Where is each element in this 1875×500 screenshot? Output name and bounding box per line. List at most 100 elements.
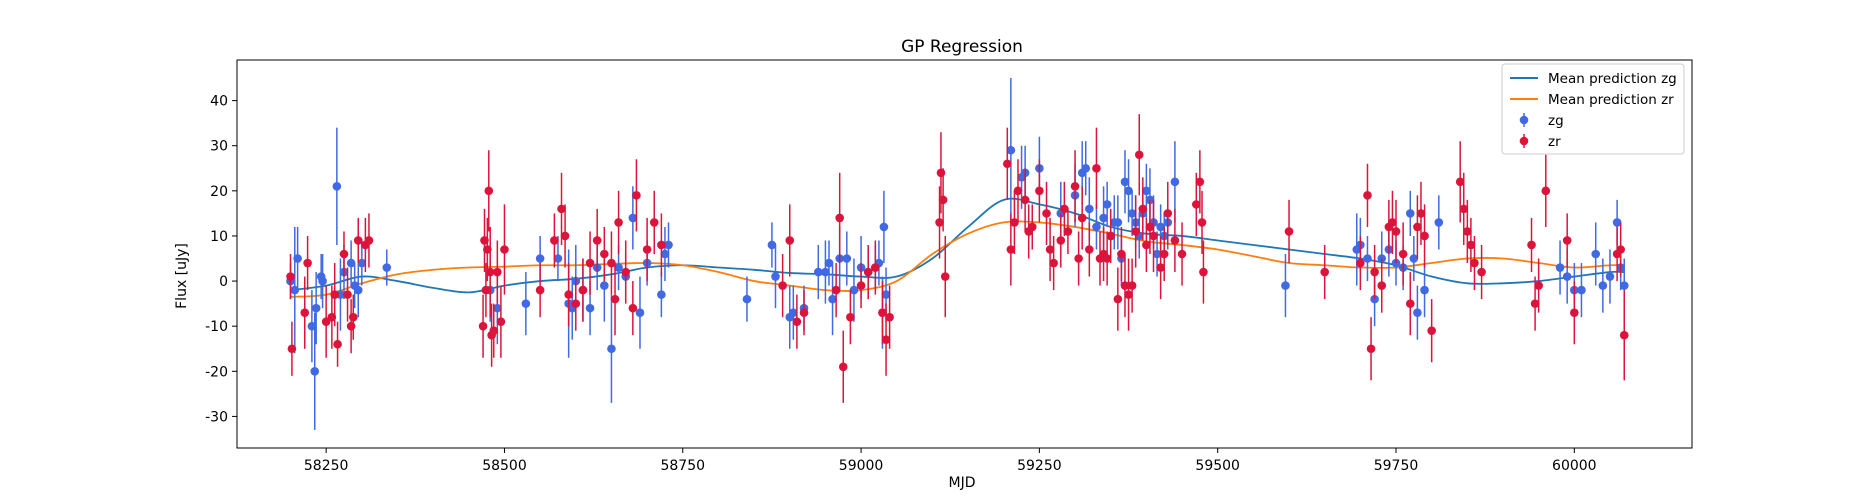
data-point-zr <box>1170 236 1180 245</box>
data-point-zg <box>1409 254 1419 263</box>
data-point-zg <box>1152 249 1162 259</box>
data-point-zr <box>339 249 349 259</box>
y-tick-label: -10 <box>205 319 228 335</box>
data-point-zr <box>1045 245 1055 254</box>
data-point-zr <box>1092 163 1101 173</box>
x-axis-label: MJD <box>949 475 976 491</box>
data-point-zr <box>303 258 312 268</box>
data-point-zg <box>842 254 852 263</box>
data-point-zg <box>521 299 531 308</box>
data-point-zr <box>1117 249 1126 259</box>
data-point-zr <box>353 236 363 245</box>
data-point-zr <box>1013 186 1023 196</box>
legend-label-mean-zr: Mean prediction zr <box>1548 92 1674 108</box>
data-point-zr <box>838 362 848 372</box>
data-point-zg <box>1142 186 1151 196</box>
data-point-zg <box>1420 285 1429 295</box>
legend-swatch-zr <box>1519 134 1529 148</box>
data-point-zr <box>535 285 545 295</box>
data-point-zg <box>1006 145 1016 155</box>
data-point-zr <box>343 290 352 299</box>
data-point-zr <box>632 191 641 200</box>
data-point-zr <box>1056 236 1066 245</box>
data-point-zr <box>1106 231 1116 241</box>
plot-area <box>237 60 1692 448</box>
x-tick-label: 59750 <box>1374 458 1419 474</box>
data-point-zg <box>553 254 563 263</box>
data-point-zg <box>614 263 623 272</box>
data-point-zg <box>1120 177 1130 187</box>
data-point-zr <box>1199 267 1208 277</box>
data-point-zr <box>1085 245 1094 254</box>
data-point-zr <box>300 308 310 317</box>
data-point-zg <box>310 367 320 376</box>
data-point-zr <box>607 258 616 268</box>
data-point-zr <box>1463 227 1472 236</box>
data-point-zr <box>1149 231 1158 241</box>
data-point-zr <box>778 281 787 290</box>
data-point-zr <box>1131 227 1140 236</box>
data-point-zr <box>1363 191 1372 200</box>
data-point-zr <box>1527 240 1536 250</box>
data-point-zr <box>1042 209 1051 218</box>
data-point-zr <box>610 294 620 304</box>
x-tick-label: 58750 <box>660 458 705 474</box>
data-point-zr <box>1562 236 1572 245</box>
data-point-zr <box>1060 204 1069 214</box>
data-point-zr <box>1049 258 1058 268</box>
data-point-zr <box>785 236 795 245</box>
data-point-zr <box>846 312 855 322</box>
data-point-zr <box>1145 222 1155 232</box>
data-point-zr <box>792 317 802 326</box>
data-point-zg <box>1555 263 1565 272</box>
data-point-zg <box>600 281 609 290</box>
data-point-zr <box>1413 222 1422 232</box>
data-point-zr <box>1010 218 1019 227</box>
plot-background <box>237 60 1692 448</box>
data-point-zr <box>878 308 887 317</box>
data-point-zr <box>799 308 809 317</box>
data-point-zr <box>1077 213 1087 223</box>
data-point-zr <box>614 218 623 227</box>
y-tick-label: 20 <box>210 184 228 200</box>
data-point-zg <box>824 258 834 268</box>
data-point-zr <box>1420 231 1429 241</box>
data-point-zr <box>1466 240 1476 250</box>
data-point-zg <box>664 240 673 250</box>
data-point-zg <box>293 254 302 263</box>
data-point-zg <box>1619 281 1629 290</box>
legend-label-zr: zr <box>1548 134 1561 150</box>
data-point-zg <box>1562 272 1572 281</box>
data-point-zr <box>1616 245 1625 254</box>
data-point-zr <box>938 195 948 205</box>
data-point-zg <box>657 290 666 299</box>
data-point-zr <box>881 335 891 345</box>
data-point-zr <box>485 267 495 277</box>
data-point-zr <box>1197 218 1207 227</box>
data-point-zr <box>1366 344 1376 354</box>
data-point-zg <box>1099 213 1108 223</box>
data-point-zr <box>600 249 609 259</box>
data-point-zr <box>1027 222 1037 232</box>
data-point-zg <box>1405 209 1415 218</box>
data-point-zg <box>1113 218 1123 227</box>
data-point-zr <box>484 186 494 196</box>
data-point-zr <box>1370 267 1379 277</box>
data-point-zg <box>1092 222 1101 232</box>
data-point-zr <box>1127 281 1137 290</box>
plot-frame <box>236 59 1693 449</box>
y-tick-label: -20 <box>205 364 228 380</box>
y-tick-label: 30 <box>210 139 228 155</box>
data-point-zr <box>1416 209 1426 218</box>
data-point-zr <box>1177 249 1187 259</box>
data-point-zg <box>789 308 798 317</box>
data-point-zg <box>628 213 638 223</box>
data-point-zr <box>478 321 488 331</box>
data-point-zg <box>585 303 595 313</box>
data-point-zr <box>489 326 499 335</box>
data-point-zr <box>1377 281 1387 290</box>
data-point-zr <box>1159 249 1169 259</box>
legend-label-zg: zg <box>1548 113 1564 129</box>
data-point-zg <box>535 254 545 263</box>
data-point-zr <box>496 317 506 326</box>
